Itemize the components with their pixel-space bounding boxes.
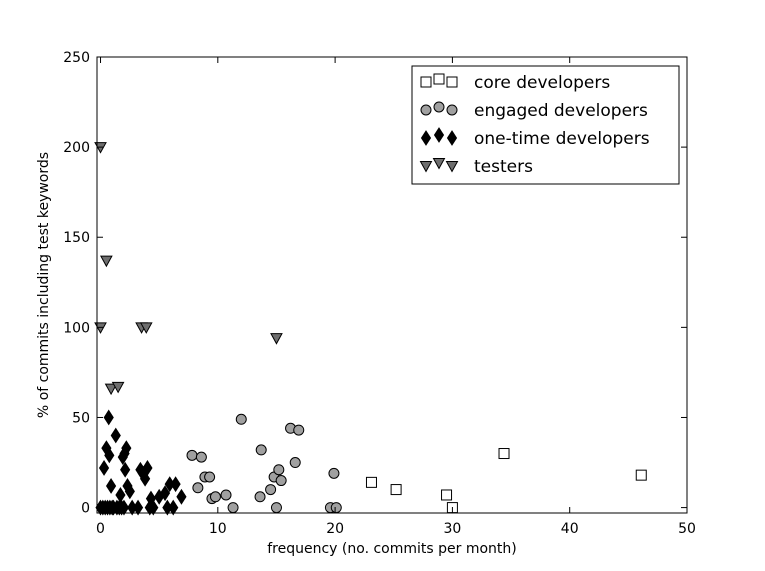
legend-marker-square [420,76,432,88]
y-axis-label: % of commits including test keywords [36,152,52,418]
data-point-triangle-down [139,322,153,334]
legend-label: testers [474,157,533,177]
data-point-diamond [120,461,131,478]
y-tick-label: 150 [63,230,90,246]
data-point-diamond [115,487,126,503]
legend-marker-triangle-down [445,161,459,173]
legend-item: engaged developers [420,101,648,121]
legend-marker-square [433,73,445,85]
legend-label: one-time developers [474,129,650,149]
data-point-circle [186,449,198,461]
x-tick-label: 20 [326,521,344,537]
data-point-diamond [118,499,130,516]
data-point-circle [330,502,342,514]
data-point-circle [235,413,247,425]
data-point-diamond [110,427,121,444]
data-point-diamond [159,485,171,502]
legend: core developers engaged developers one-tim… [411,65,680,185]
data-point-diamond [103,409,114,426]
series-triangle-down [94,142,283,396]
data-point-square [498,448,510,460]
legend-marker-triangle-down [432,158,446,170]
data-point-triangle-down [104,383,118,396]
x-tick-label: 50 [678,521,696,537]
data-point-circle [192,482,204,494]
data-point-circle [265,484,277,496]
series-square [365,448,647,514]
data-point-square [390,484,402,496]
data-point-diamond [98,460,110,476]
data-point-triangle-down [100,255,113,268]
data-marks [94,142,647,516]
data-point-circle [293,424,305,436]
data-point-circle [270,502,282,514]
data-point-diamond [170,476,181,493]
legend-marker-diamond [420,130,432,146]
legend-marker-square [446,76,458,88]
legend-label: engaged developers [474,101,648,121]
plot-frame [96,56,688,514]
data-point-diamond [168,499,179,516]
legend-marker-diamond [446,130,458,146]
data-point-triangle-down [270,333,283,345]
data-point-triangle-down [111,381,125,394]
y-tick-label: 100 [63,320,90,336]
data-point-circle [220,489,232,501]
legend-marker-triangle-down [419,161,433,173]
data-point-diamond [148,499,159,516]
data-point-square [441,489,453,501]
series-circle [186,413,342,514]
data-point-circle [289,457,301,469]
legend-item: testers [419,157,533,177]
x-axis-label: frequency (no. commits per month) [267,541,517,557]
axes: 0 10 20 30 40 50 0 50 100 150 200 250 [63,50,696,537]
legend-item: core developers [420,73,610,93]
legend-item: one-time developers [420,127,650,149]
data-point-circle [275,475,287,487]
data-point-circle [254,491,266,503]
data-point-diamond [124,483,135,500]
legend-marker-circle [420,104,432,116]
data-point-square [635,469,647,481]
data-point-circle [209,491,221,503]
data-point-diamond [105,478,117,494]
data-point-diamond [104,447,115,464]
data-point-circle [273,464,285,476]
legend-marker-circle [433,101,445,113]
data-point-circle [195,451,207,463]
x-tick-label: 10 [209,521,227,537]
data-point-diamond [132,499,144,516]
data-point-circle [227,502,239,514]
data-point-circle [204,471,216,483]
x-tick-label: 30 [443,521,461,537]
data-point-circle [255,444,267,456]
x-tick-label: 0 [96,521,105,537]
legend-marker-diamond [433,127,445,143]
y-tick-label: 250 [63,50,90,66]
data-point-diamond [121,440,132,457]
data-point-circle [328,467,340,479]
legend-label: core developers [474,73,610,93]
y-tick-label: 200 [63,140,90,156]
data-point-diamond [142,460,153,476]
y-tick-label: 0 [81,501,90,517]
data-point-diamond [176,488,187,505]
data-point-square [365,476,377,488]
y-tick-label: 50 [72,410,90,426]
series-diamond [95,409,187,516]
x-tick-label: 40 [561,521,579,537]
legend-marker-circle [446,104,458,116]
